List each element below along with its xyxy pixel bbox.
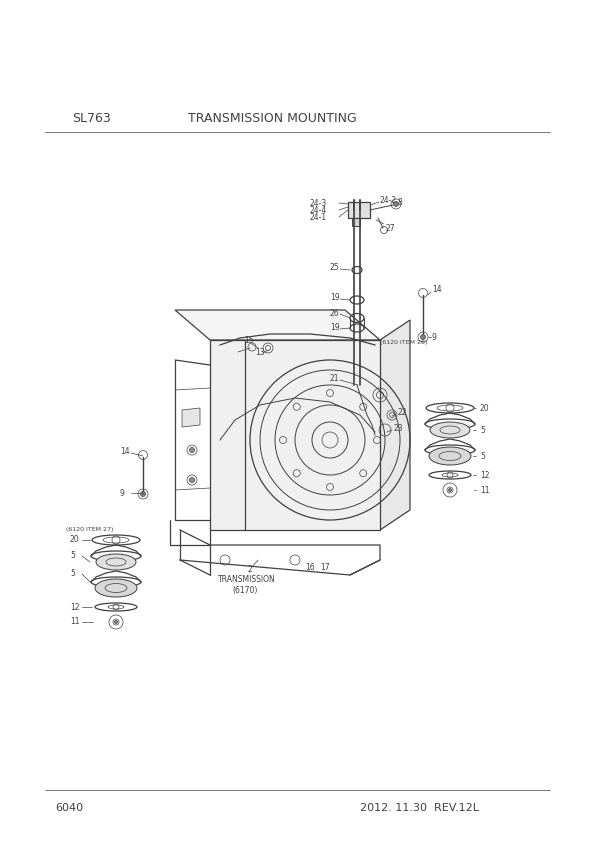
Polygon shape [175, 310, 380, 340]
Text: 17: 17 [320, 563, 330, 573]
Ellipse shape [95, 579, 137, 597]
Text: 12: 12 [70, 603, 80, 611]
Text: 2: 2 [248, 566, 253, 574]
Text: 5: 5 [70, 552, 75, 561]
Text: (6120 ITEM 26): (6120 ITEM 26) [380, 339, 427, 344]
Text: 26: 26 [330, 308, 340, 317]
Text: 9: 9 [120, 488, 125, 498]
Text: 24-3: 24-3 [310, 199, 327, 207]
Text: 15: 15 [244, 335, 253, 344]
Text: 23: 23 [393, 424, 403, 433]
Ellipse shape [429, 447, 471, 465]
Text: (6120 ITEM 27): (6120 ITEM 27) [66, 527, 114, 532]
Ellipse shape [96, 554, 136, 570]
Polygon shape [348, 202, 370, 218]
Text: 11: 11 [480, 486, 490, 494]
Circle shape [189, 477, 195, 482]
Text: 6040: 6040 [55, 803, 83, 813]
Text: 14: 14 [432, 285, 441, 295]
Text: 27: 27 [385, 223, 394, 232]
Text: 2012. 11.30  REV.12L: 2012. 11.30 REV.12L [360, 803, 479, 813]
Polygon shape [182, 408, 200, 427]
Text: 24-4: 24-4 [310, 205, 327, 215]
Polygon shape [380, 320, 410, 530]
Text: 24-2: 24-2 [380, 195, 397, 205]
Circle shape [140, 492, 146, 497]
Text: 5: 5 [70, 569, 75, 578]
Ellipse shape [430, 422, 470, 438]
Text: SL763: SL763 [72, 111, 111, 125]
Text: 16: 16 [305, 563, 315, 573]
Text: TRANSMISSION: TRANSMISSION [218, 575, 275, 584]
Text: 8: 8 [398, 198, 403, 206]
Text: 14: 14 [120, 446, 130, 456]
Circle shape [449, 488, 452, 492]
Text: 22: 22 [397, 408, 406, 417]
Text: 11: 11 [70, 617, 80, 626]
Circle shape [114, 621, 117, 623]
Text: 13: 13 [255, 348, 265, 356]
Text: 19: 19 [330, 294, 340, 302]
Circle shape [421, 334, 425, 339]
Circle shape [393, 201, 399, 206]
Text: 19: 19 [330, 323, 340, 333]
Text: 21: 21 [330, 374, 340, 382]
Text: 24-1: 24-1 [310, 212, 327, 221]
Polygon shape [352, 218, 360, 226]
Text: (6170): (6170) [232, 585, 258, 594]
Text: 5: 5 [480, 425, 485, 434]
Text: 20: 20 [480, 403, 490, 413]
Circle shape [189, 447, 195, 452]
Text: 25: 25 [330, 264, 340, 273]
Text: 12: 12 [480, 471, 490, 479]
Text: 20: 20 [70, 536, 80, 545]
Text: 5: 5 [480, 451, 485, 461]
Text: 9: 9 [432, 333, 437, 342]
Text: TRANSMISSION MOUNTING: TRANSMISSION MOUNTING [188, 111, 357, 125]
Polygon shape [210, 340, 380, 530]
